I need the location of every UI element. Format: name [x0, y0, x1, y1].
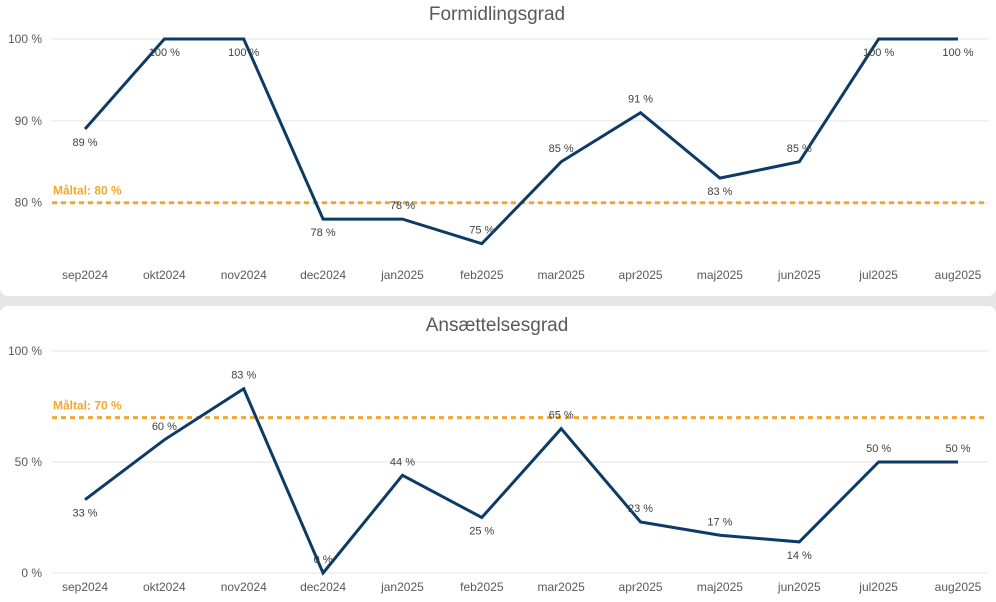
- x-tick-label: apr2025: [619, 580, 663, 594]
- data-label: 78 %: [390, 200, 415, 212]
- data-label: 85 %: [787, 143, 812, 155]
- x-tick-label: okt2024: [143, 580, 186, 594]
- y-tick-label: 80 %: [15, 196, 43, 210]
- x-tick-label: mar2025: [537, 268, 585, 282]
- data-label: 50 %: [866, 443, 891, 455]
- y-tick-label: 90 %: [15, 114, 43, 128]
- x-tick-label: jul2025: [858, 268, 898, 282]
- x-tick-label: jun2025: [777, 580, 821, 594]
- x-tick-label: aug2025: [935, 268, 982, 282]
- chart-formidlingsgrad: Formidlingsgrad 80 % 90 % 100 % Måltal: 80 …: [8, 4, 988, 282]
- data-label: 100 %: [149, 47, 180, 59]
- data-label: 44 %: [390, 456, 415, 468]
- data-label: 0 %: [314, 554, 333, 566]
- data-label: 85 %: [549, 143, 574, 155]
- target-label: Måltal: 70 %: [53, 399, 122, 413]
- x-tick-label: okt2024: [143, 268, 186, 282]
- x-tick-label: feb2025: [460, 580, 504, 594]
- x-tick-label: sep2024: [62, 580, 108, 594]
- data-label: 33 %: [72, 508, 97, 520]
- x-tick-label: dec2024: [300, 268, 346, 282]
- data-label: 17 %: [707, 516, 732, 528]
- data-label: 100 %: [942, 47, 973, 59]
- x-tick-label: nov2024: [221, 268, 267, 282]
- series-line: [84, 386, 958, 576]
- x-tick-label: jul2025: [858, 580, 898, 594]
- y-tick-label: 100 %: [8, 32, 42, 46]
- chart-panel-ansaettelsesgrad: Ansættelsesgrad 0 % 50 % 100 % Måltal: 70 %…: [0, 306, 996, 602]
- x-tick-label: maj2025: [697, 268, 743, 282]
- chart-ansaettelsesgrad: Ansættelsesgrad 0 % 50 % 100 % Måltal: 70 %…: [8, 315, 988, 594]
- data-label: 14 %: [787, 550, 812, 562]
- data-label: 83 %: [707, 186, 732, 198]
- data-label: 89 %: [72, 137, 97, 149]
- x-tick-label: dec2024: [300, 580, 346, 594]
- x-tick-label: feb2025: [460, 268, 504, 282]
- x-tick-label: mar2025: [537, 580, 585, 594]
- data-label: 65 %: [549, 410, 574, 422]
- y-tick-label: 100 %: [8, 344, 42, 358]
- x-tick-label: aug2025: [935, 580, 982, 594]
- chart-panel-formidlingsgrad: Formidlingsgrad 80 % 90 % 100 % Måltal: 80 …: [0, 0, 996, 296]
- data-label: 83 %: [231, 370, 256, 382]
- chart-title: Ansættelsesgrad: [426, 315, 569, 336]
- data-label: 91 %: [628, 94, 653, 106]
- data-label: 75 %: [469, 225, 494, 237]
- y-tick-label: 0 %: [21, 566, 42, 580]
- x-tick-label: sep2024: [62, 268, 108, 282]
- data-label: 100 %: [228, 47, 259, 59]
- x-tick-label: maj2025: [697, 580, 743, 594]
- data-label: 100 %: [863, 47, 894, 59]
- x-tick-label: jan2025: [380, 268, 424, 282]
- target-label: Måltal: 80 %: [53, 184, 122, 198]
- x-tick-label: apr2025: [619, 268, 663, 282]
- data-label: 23 %: [628, 503, 653, 515]
- data-label: 50 %: [945, 443, 970, 455]
- x-tick-label: jun2025: [777, 268, 821, 282]
- data-label: 60 %: [152, 421, 177, 433]
- x-tick-label: nov2024: [221, 580, 267, 594]
- data-label: 25 %: [469, 526, 494, 538]
- data-label: 78 %: [311, 227, 336, 239]
- y-tick-label: 50 %: [15, 455, 43, 469]
- chart-title: Formidlingsgrad: [429, 4, 565, 25]
- x-tick-label: jan2025: [380, 580, 424, 594]
- series-line: [83, 37, 958, 246]
